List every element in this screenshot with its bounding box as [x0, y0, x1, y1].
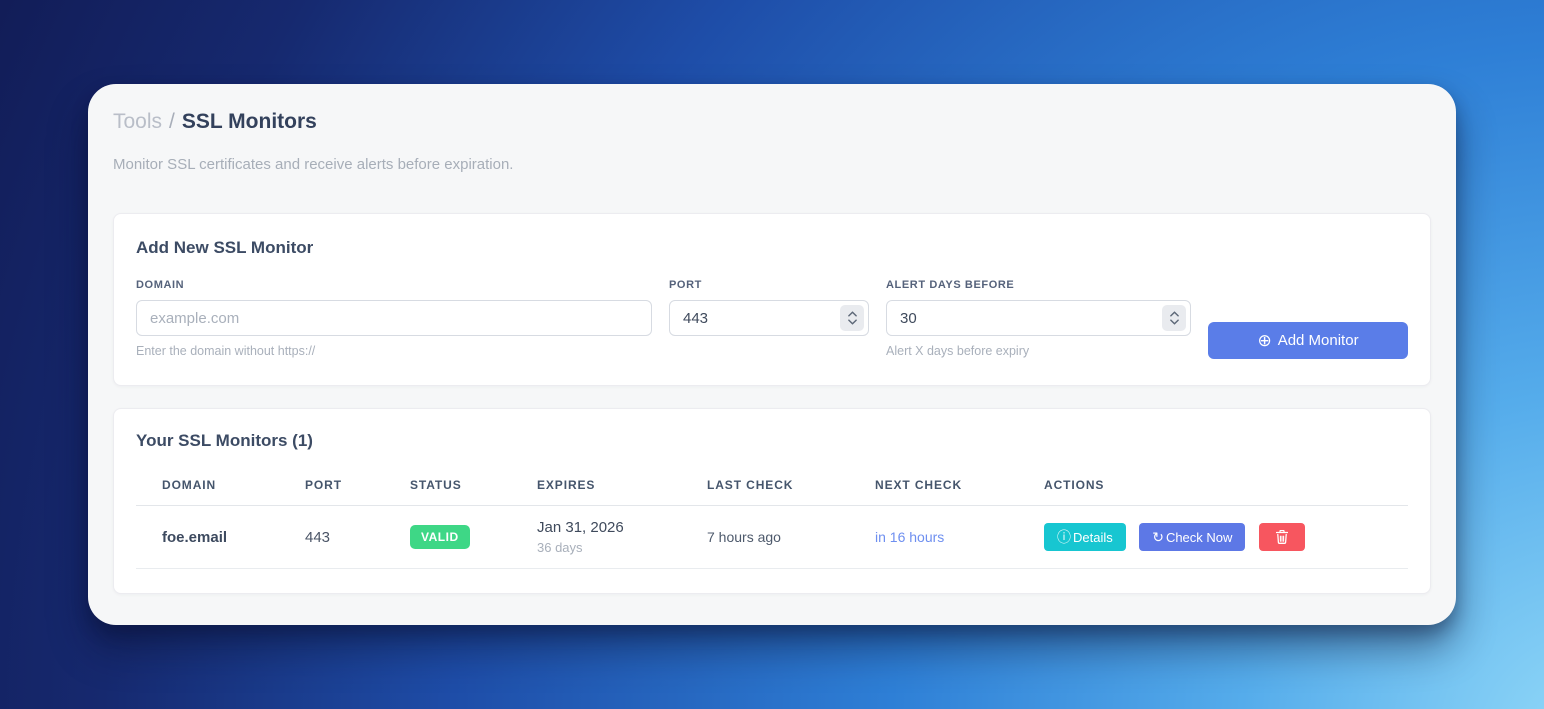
- chevron-down-icon: [847, 319, 857, 325]
- cell-expires: Jan 31, 2026 36 days: [537, 505, 707, 570]
- plus-circle-icon: ⊕: [1257, 331, 1272, 351]
- check-now-button-label: Check Now: [1165, 529, 1233, 545]
- col-header-expires: EXPIRES: [537, 468, 707, 507]
- domain-field: DOMAIN Enter the domain without https://: [136, 279, 652, 358]
- domain-label: DOMAIN: [136, 279, 185, 292]
- breadcrumb-tools-link[interactable]: Tools: [113, 110, 163, 133]
- chevron-down-icon: [1169, 319, 1179, 325]
- chevron-up-icon: [847, 311, 857, 317]
- cell-last-check: 7 hours ago: [707, 505, 875, 570]
- page-title: SSL Monitors: [181, 110, 317, 133]
- col-header-port: PORT: [305, 468, 410, 507]
- expires-days-left: 36 days: [537, 540, 583, 556]
- check-now-button[interactable]: ↻ Check Now: [1139, 523, 1246, 552]
- page-subtitle: Monitor SSL certificates and receive ale…: [113, 156, 514, 174]
- col-header-last-check: LAST CHECK: [707, 468, 875, 507]
- alert-days-helper-text: Alert X days before expiry: [886, 344, 1030, 359]
- expires-date: Jan 31, 2026: [537, 519, 624, 537]
- monitors-list-title: Your SSL Monitors (1): [136, 431, 313, 451]
- cell-port: 443: [305, 505, 410, 570]
- alert-days-field: ALERT DAYS BEFORE Alert X days before ex…: [886, 279, 1191, 358]
- col-header-domain: DOMAIN: [136, 468, 305, 507]
- details-button[interactable]: ⓘ Details: [1044, 523, 1126, 552]
- monitors-table: DOMAIN PORT STATUS EXPIRES LAST CHECK NE…: [136, 468, 1408, 570]
- table-row: foe.email 443 VALID Jan 31, 2026 36 days…: [136, 505, 1408, 570]
- add-monitor-form: DOMAIN Enter the domain without https://…: [136, 279, 1408, 360]
- port-input[interactable]: [669, 300, 869, 337]
- domain-helper-text: Enter the domain without https://: [136, 344, 316, 359]
- trash-icon: [1275, 530, 1288, 545]
- breadcrumb-separator: /: [169, 110, 175, 133]
- refresh-icon: ↻: [1152, 529, 1164, 546]
- delete-button[interactable]: [1258, 523, 1305, 552]
- cell-status: VALID: [410, 505, 537, 570]
- cell-next-check: in 16 hours: [875, 505, 1044, 570]
- breadcrumb: Tools / SSL Monitors: [113, 108, 1431, 135]
- chevron-up-icon: [1169, 311, 1179, 317]
- alert-days-input[interactable]: [886, 300, 1191, 337]
- col-header-status: STATUS: [410, 468, 537, 507]
- alert-days-label: ALERT DAYS BEFORE: [886, 279, 1015, 292]
- table-header-row: DOMAIN PORT STATUS EXPIRES LAST CHECK NE…: [136, 468, 1408, 507]
- cell-actions: ⓘ Details ↻ Check Now: [1044, 505, 1408, 570]
- port-field: PORT: [669, 279, 869, 337]
- domain-input[interactable]: [136, 300, 652, 337]
- port-stepper[interactable]: [840, 305, 864, 332]
- monitors-list-card: Your SSL Monitors (1) DOMAIN PORT STATUS…: [113, 408, 1431, 595]
- col-header-actions: ACTIONS: [1044, 468, 1408, 507]
- port-label: PORT: [669, 279, 702, 292]
- info-icon: ⓘ: [1057, 529, 1071, 546]
- add-monitor-card: Add New SSL Monitor DOMAIN Enter the dom…: [113, 213, 1431, 387]
- details-button-label: Details: [1073, 529, 1113, 545]
- status-badge: VALID: [410, 525, 470, 550]
- add-monitor-button-label: Add Monitor: [1277, 332, 1359, 350]
- col-header-next-check: NEXT CHECK: [875, 468, 1044, 507]
- cell-domain: foe.email: [136, 505, 305, 570]
- add-monitor-button[interactable]: ⊕ Add Monitor: [1208, 322, 1408, 360]
- alert-days-stepper[interactable]: [1162, 305, 1186, 332]
- add-monitor-card-title: Add New SSL Monitor: [136, 238, 314, 258]
- main-panel: Tools / SSL Monitors Monitor SSL certifica…: [88, 84, 1456, 625]
